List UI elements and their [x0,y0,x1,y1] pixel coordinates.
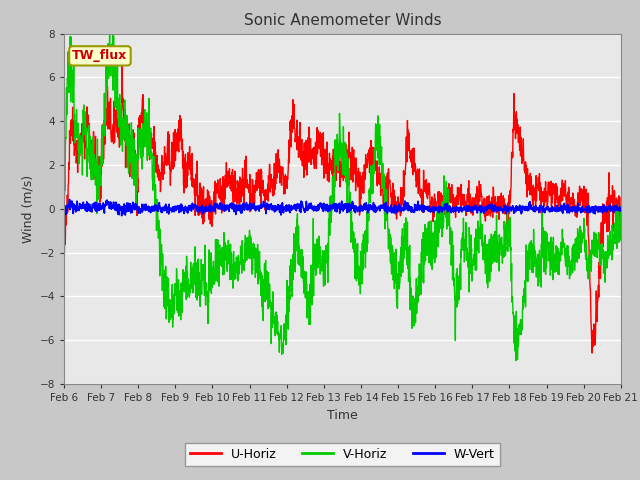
W-Vert [617,208,625,214]
V-Horiz [316,271,324,277]
W-Vert [332,207,339,213]
Text: TW_flux: TW_flux [72,49,127,62]
V-Horiz [617,214,625,219]
U-Horiz [601,212,609,218]
W-Vert [602,209,609,215]
W-Vert [601,206,609,212]
U-Horiz [88,149,96,155]
Title: Sonic Anemometer Winds: Sonic Anemometer Winds [244,13,441,28]
W-Vert [66,197,74,203]
W-Vert [89,202,97,208]
U-Horiz [602,218,609,224]
W-Vert [317,203,324,209]
U-Horiz [118,59,126,64]
V-Horiz [60,216,68,222]
Y-axis label: Wind (m/s): Wind (m/s) [21,175,34,243]
U-Horiz [316,130,324,135]
U-Horiz [499,199,506,205]
U-Horiz [588,350,596,356]
Line: V-Horiz: V-Horiz [64,33,621,360]
V-Horiz [499,242,506,248]
V-Horiz [601,264,609,270]
U-Horiz [617,214,625,220]
U-Horiz [331,164,339,170]
X-axis label: Time: Time [327,408,358,421]
U-Horiz [60,255,68,261]
W-Vert [118,213,125,218]
V-Horiz [109,30,116,36]
V-Horiz [602,279,609,285]
W-Vert [499,207,507,213]
Line: W-Vert: W-Vert [64,200,621,216]
Line: U-Horiz: U-Horiz [64,61,621,353]
V-Horiz [512,358,520,363]
Legend: U-Horiz, V-Horiz, W-Vert: U-Horiz, V-Horiz, W-Vert [185,443,500,466]
V-Horiz [88,170,96,176]
V-Horiz [331,137,339,143]
W-Vert [60,208,68,214]
